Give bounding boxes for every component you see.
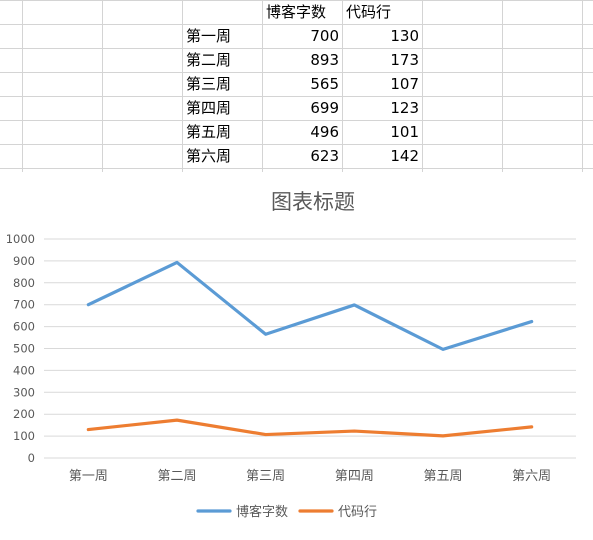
code-lines-cell[interactable]: 123	[390, 99, 419, 117]
row-label-cell[interactable]: 第五周	[186, 123, 232, 141]
y-tick-label: 300	[13, 385, 35, 399]
row-border	[0, 48, 593, 49]
legend-label: 代码行	[338, 505, 377, 520]
series-line	[86, 418, 534, 438]
row-label-cell[interactable]: 第三周	[186, 75, 232, 93]
code-lines-cell[interactable]: 173	[390, 51, 419, 69]
x-category-label: 第二周	[157, 469, 196, 484]
y-tick-label: 600	[13, 320, 35, 334]
row-border	[0, 144, 593, 145]
x-category-label: 第六周	[512, 469, 551, 484]
x-category-label: 第四周	[335, 469, 374, 484]
row-label-cell[interactable]: 第二周	[186, 51, 232, 69]
y-tick-label: 1000	[6, 232, 35, 246]
x-category-label: 第三周	[246, 469, 285, 484]
legend-label: 博客字数	[236, 504, 288, 520]
y-tick-label: 0	[28, 451, 35, 465]
x-category-label: 第一周	[69, 469, 108, 484]
header-cell-blog-words[interactable]: 博客字数	[266, 3, 327, 21]
code-lines-cell[interactable]: 130	[390, 27, 419, 45]
y-tick-label: 200	[13, 407, 35, 421]
chart-canvas: 图表标题 0 100 200 300 400 500 600 700 800 900 1000 第一周 第…	[6, 190, 576, 520]
row-border	[0, 0, 593, 1]
blog-words-cell[interactable]: 893	[310, 51, 339, 69]
row-border	[0, 96, 593, 97]
row-label-cell[interactable]: 第六周	[186, 147, 232, 165]
row-border	[0, 24, 593, 25]
row-label-cell[interactable]: 第四周	[186, 99, 232, 117]
line-chart[interactable]: 图表标题 0 100 200 300 400 500 600 700 800 900 1000 第一周 第…	[0, 172, 593, 540]
chart-title: 图表标题	[271, 190, 355, 214]
blog-words-cell[interactable]: 699	[310, 99, 339, 117]
blog-words-cell[interactable]: 496	[310, 123, 339, 141]
y-tick-label: 400	[13, 363, 35, 377]
blog-words-cell[interactable]: 700	[310, 27, 339, 45]
code-lines-cell[interactable]: 142	[390, 147, 419, 165]
series-line	[86, 260, 534, 351]
row-border	[0, 168, 593, 169]
x-category-label: 第五周	[423, 469, 462, 484]
code-lines-cell[interactable]: 101	[390, 123, 419, 141]
blog-words-cell[interactable]: 623	[310, 147, 339, 165]
row-label-cell[interactable]: 第一周	[186, 27, 232, 45]
row-border	[0, 72, 593, 73]
y-tick-label: 500	[13, 342, 35, 356]
header-cell-code-lines[interactable]: 代码行	[346, 3, 392, 21]
y-tick-label: 900	[13, 254, 35, 268]
blog-words-cell[interactable]: 565	[310, 75, 339, 93]
y-tick-label: 700	[13, 298, 35, 312]
y-tick-label: 800	[13, 276, 35, 290]
row-border	[0, 120, 593, 121]
y-tick-label: 100	[13, 429, 35, 443]
code-lines-cell[interactable]: 107	[390, 75, 419, 93]
